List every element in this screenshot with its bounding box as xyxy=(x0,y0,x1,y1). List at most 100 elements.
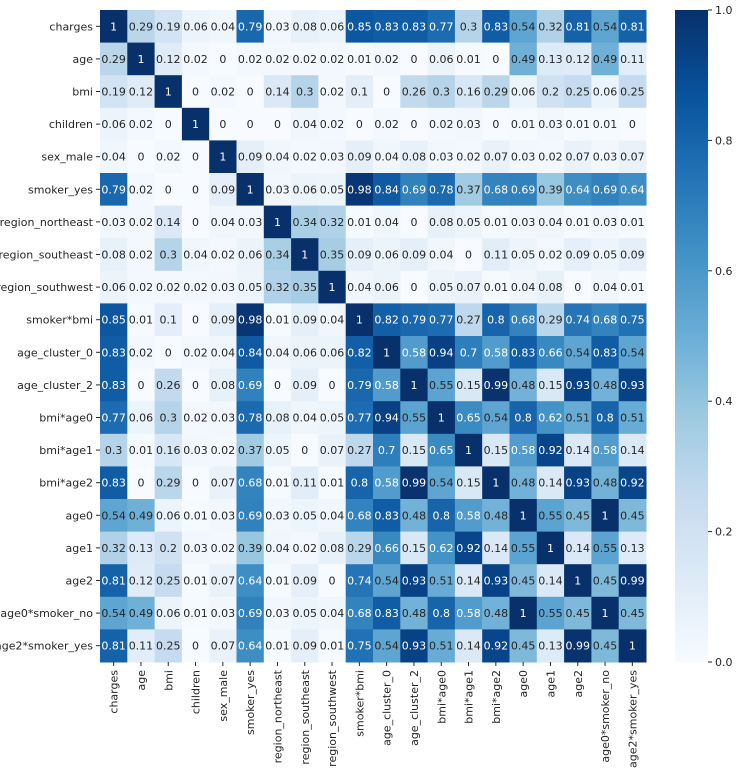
heatmap-cell xyxy=(263,336,292,370)
cell-value-label: 0.06 xyxy=(156,509,181,522)
cell-value-label: 0.11 xyxy=(484,249,509,262)
heatmap-cell xyxy=(127,42,156,76)
cell-value-label: 0 xyxy=(410,53,417,66)
heatmap-cell xyxy=(263,629,292,663)
cell-value-label: 0.14 xyxy=(156,216,181,229)
cell-value-label: 1 xyxy=(383,346,390,359)
x-tick-label: smoker_yes xyxy=(244,670,257,735)
heatmap-cell xyxy=(373,303,401,337)
cell-value-label: 0.45 xyxy=(593,640,618,653)
cell-value-label: 0.01 xyxy=(129,444,154,457)
heatmap-cell xyxy=(181,336,210,370)
cell-value-label: 0.48 xyxy=(484,607,509,620)
heatmap-cell xyxy=(564,596,592,630)
heatmap-cell xyxy=(318,205,347,239)
heatmap-cell xyxy=(454,433,483,467)
colorbar-tick-label: 0.2 xyxy=(715,526,733,539)
heatmap-cell xyxy=(618,433,647,467)
y-tick-label: children xyxy=(49,118,93,131)
heatmap-cell xyxy=(400,336,429,370)
cell-value-label: 0.04 xyxy=(211,20,236,33)
heatmap-cell xyxy=(482,433,510,467)
cell-value-label: 0.01 xyxy=(566,216,591,229)
cell-value-label: 0.1 xyxy=(351,86,369,99)
heatmap-cell xyxy=(427,531,456,565)
cell-value-label: 0 xyxy=(165,346,172,359)
cell-value-label: 0.09 xyxy=(620,249,645,262)
heatmap-cell xyxy=(482,368,510,402)
cell-value-label: 0.39 xyxy=(238,542,263,555)
heatmap-cell xyxy=(618,596,647,630)
cell-value-label: 0.54 xyxy=(566,346,591,359)
heatmap-cell xyxy=(427,499,456,533)
heatmap-cell xyxy=(263,238,292,272)
heatmap-cell xyxy=(482,10,510,44)
heatmap-cell xyxy=(127,75,156,109)
cell-value-label: 0.77 xyxy=(347,412,372,425)
heatmap-cell xyxy=(236,401,265,435)
heatmap-cell xyxy=(509,596,538,630)
cell-value-label: 0.04 xyxy=(511,281,536,294)
heatmap-cell xyxy=(100,499,128,533)
cell-value-label: 0.55 xyxy=(538,509,563,522)
cell-value-label: 0.64 xyxy=(238,575,263,588)
cell-value-label: 0.12 xyxy=(129,86,154,99)
cell-value-label: 0.02 xyxy=(320,86,345,99)
cell-value-label: 0.29 xyxy=(347,542,372,555)
heatmap-cell xyxy=(564,499,592,533)
cell-value-label: 0.8 xyxy=(487,314,505,327)
cell-value-label: 0.01 xyxy=(347,216,372,229)
heatmap-cell xyxy=(345,10,374,44)
cell-value-label: 0.07 xyxy=(211,477,236,490)
heatmap-cell xyxy=(454,75,483,109)
heatmap-cell xyxy=(454,270,483,304)
heatmap-cell xyxy=(509,205,538,239)
cell-value-label: 0.09 xyxy=(293,575,318,588)
cell-value-label: 0.51 xyxy=(620,412,645,425)
x-tick-label: bmi*age2 xyxy=(490,670,503,724)
cell-value-label: 0.77 xyxy=(429,314,454,327)
cell-value-label: 0.01 xyxy=(183,509,208,522)
cell-value-label: 0.75 xyxy=(347,640,372,653)
cell-value-label: 0.45 xyxy=(566,509,591,522)
heatmap-cell xyxy=(509,173,538,207)
cell-value-label: 0.58 xyxy=(511,444,536,457)
cell-value-label: 0.19 xyxy=(156,20,181,33)
heatmap-cell xyxy=(263,205,292,239)
heatmap-cell xyxy=(345,499,374,533)
heatmap-cell xyxy=(236,303,265,337)
cell-value-label: 0 xyxy=(410,281,417,294)
x-tick-label: age xyxy=(135,670,148,691)
heatmap-cell xyxy=(454,368,483,402)
cell-value-label: 0.69 xyxy=(238,509,263,522)
cell-value-label: 0.25 xyxy=(566,86,591,99)
cell-value-label: 0.13 xyxy=(129,542,154,555)
y-tick-label: smoker_yes xyxy=(28,183,93,196)
cell-value-label: 0.45 xyxy=(620,607,645,620)
cell-value-label: 0.68 xyxy=(347,607,372,620)
cell-value-label: 0.03 xyxy=(183,444,208,457)
heatmap-cell xyxy=(181,303,210,337)
cell-value-label: 0.02 xyxy=(156,151,181,164)
heatmap-cell xyxy=(209,10,237,44)
heatmap-cell xyxy=(536,531,565,565)
cell-value-label: 1 xyxy=(137,53,144,66)
cell-value-label: 0.05 xyxy=(511,249,536,262)
x-tick-label: children xyxy=(190,670,203,714)
cell-value-label: 0.03 xyxy=(238,216,263,229)
heatmap-cell xyxy=(591,238,620,272)
cell-value-label: 0 xyxy=(410,216,417,229)
cell-value-label: 0.54 xyxy=(511,20,536,33)
heatmap-cell xyxy=(127,368,156,402)
cell-value-label: 0.01 xyxy=(620,281,645,294)
heatmap-cell xyxy=(318,10,347,44)
cell-value-label: 0.32 xyxy=(320,216,345,229)
heatmap-cell xyxy=(373,10,401,44)
heatmap-cell xyxy=(154,564,183,598)
cell-value-label: 0.93 xyxy=(620,379,645,392)
heatmap-cell xyxy=(373,564,401,598)
cell-value-label: 0.04 xyxy=(101,151,126,164)
x-tick-label: bmi*age1 xyxy=(463,670,476,724)
heatmap-cell xyxy=(618,564,647,598)
cell-value-label: 1 xyxy=(520,607,527,620)
